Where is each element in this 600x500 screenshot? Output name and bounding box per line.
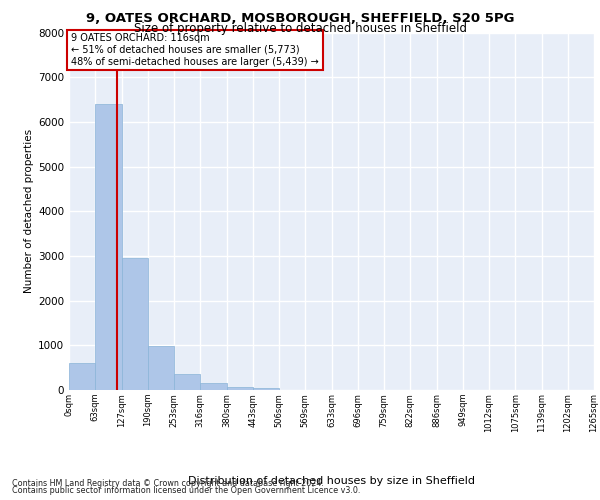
Bar [227,386,253,390]
Text: Size of property relative to detached houses in Sheffield: Size of property relative to detached ho… [133,22,467,35]
Text: Contains HM Land Registry data © Crown copyright and database right 2024.: Contains HM Land Registry data © Crown c… [12,478,324,488]
X-axis label: Distribution of detached houses by size in Sheffield: Distribution of detached houses by size … [188,476,475,486]
Bar [95,104,122,390]
Bar [253,388,279,390]
Text: 9, OATES ORCHARD, MOSBOROUGH, SHEFFIELD, S20 5PG: 9, OATES ORCHARD, MOSBOROUGH, SHEFFIELD,… [86,12,514,25]
Bar [174,374,200,390]
Y-axis label: Number of detached properties: Number of detached properties [24,129,34,294]
Bar [200,384,227,390]
Text: Contains public sector information licensed under the Open Government Licence v3: Contains public sector information licen… [12,486,361,495]
Text: 9 OATES ORCHARD: 116sqm
← 51% of detached houses are smaller (5,773)
48% of semi: 9 OATES ORCHARD: 116sqm ← 51% of detache… [71,34,319,66]
Bar [122,258,148,390]
Bar [69,363,95,390]
Bar [148,346,174,390]
